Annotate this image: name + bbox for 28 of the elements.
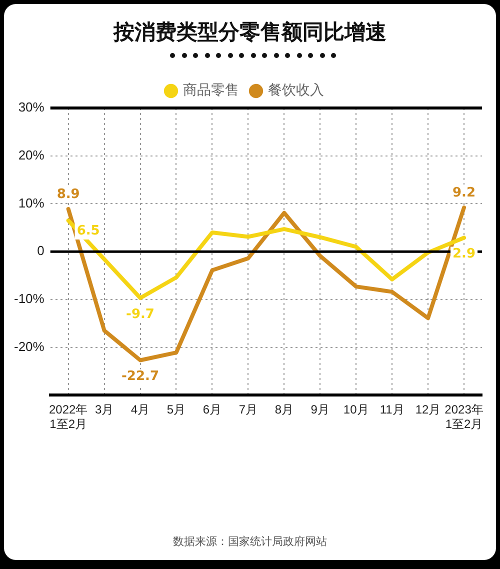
source-note: 数据来源：国家统计局政府网站 [172, 534, 328, 549]
data-label: 6.5 [76, 223, 100, 238]
x-tick-label: 4月 [130, 402, 150, 417]
data-label: -22.7 [122, 369, 160, 384]
chart-title: 按消费类型分零售额同比增速 [112, 19, 388, 46]
data-label: 9.2 [452, 185, 476, 200]
x-tick-label: 11月 [380, 402, 404, 417]
legend-label: 商品零售 [183, 82, 239, 99]
y-tick-label: 20% [18, 147, 45, 162]
x-tick-label: 12月 [415, 402, 441, 417]
x-tick-label: 10月 [343, 402, 369, 417]
x-tick-label: 2022年 1至2月 [48, 402, 88, 432]
y-tick-label: 10% [18, 195, 45, 210]
data-label: 8.9 [56, 186, 80, 202]
y-tick-label: 30% [18, 100, 45, 115]
x-tick-label: 2023年 1至2月 [444, 402, 484, 432]
data-label: 2.9 [452, 246, 476, 262]
x-tick-label: 9月 [310, 402, 330, 417]
x-tick-label: 3月 [94, 402, 114, 417]
x-tick-label: 5月 [166, 402, 186, 417]
y-tick-label: -10% [14, 291, 45, 306]
y-tick-label: -20% [14, 338, 45, 354]
x-tick-label: 7月 [238, 402, 258, 417]
data-label: -9.7 [126, 306, 154, 322]
y-tick-label: 0 [37, 243, 44, 258]
x-tick-label: 8月 [274, 402, 294, 417]
x-tick-label: 6月 [202, 402, 222, 417]
legend-label: 餐饮收入 [268, 82, 324, 99]
